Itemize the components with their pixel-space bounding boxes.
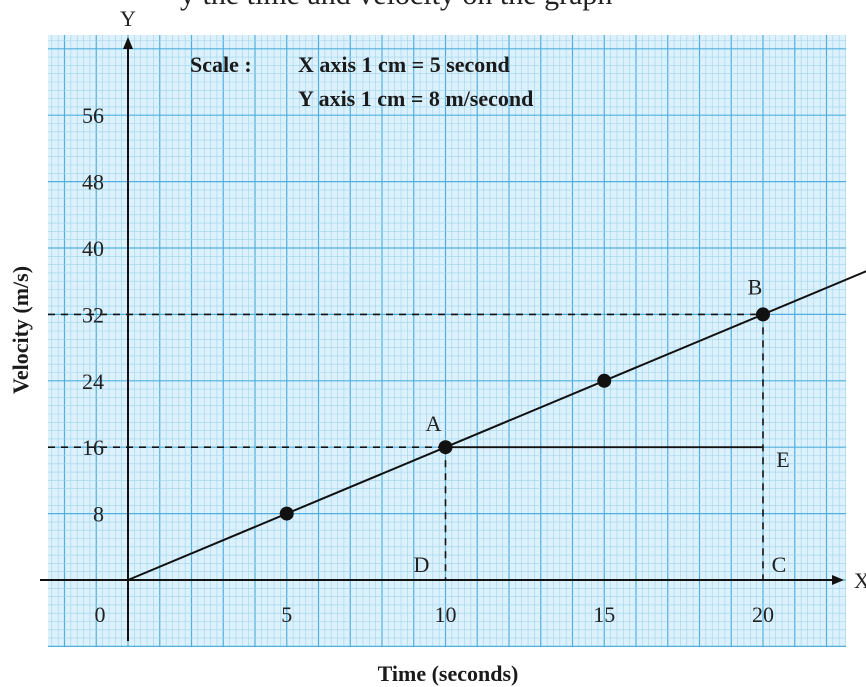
tick-labels: 51015202530354081624324048560 <box>82 103 774 627</box>
point-label-e: E <box>776 447 789 472</box>
data-point <box>597 373 612 388</box>
x-tick-label: 5 <box>281 602 292 627</box>
page-caption: y the time and velocity on the graph <box>180 0 612 12</box>
point-label-c: C <box>772 552 787 577</box>
scale-x: X axis 1 cm = 5 second <box>298 52 510 77</box>
chart-titles: Y X Scale : X axis 1 cm = 5 second Y axis 1 … <box>8 6 866 686</box>
y-tick-label: 24 <box>82 369 104 394</box>
scale-y: Y axis 1 cm = 8 m/second <box>298 86 533 111</box>
scale-label: Scale : <box>190 52 252 77</box>
graph-paper-grid <box>48 35 846 648</box>
y-tick-label: 32 <box>82 302 104 327</box>
data-series <box>127 270 866 581</box>
y-axis-name: Y <box>120 6 136 31</box>
x-tick-label: 10 <box>435 602 457 627</box>
y-axis-title: Velocity (m/s) <box>8 266 33 394</box>
point-labels: A B C D E <box>414 274 790 577</box>
velocity-line <box>127 270 866 581</box>
data-point <box>756 307 770 322</box>
x-tick-label: 20 <box>752 602 774 627</box>
y-tick-label: 16 <box>82 435 104 460</box>
axes <box>40 37 844 641</box>
guide-lines <box>48 313 764 580</box>
y-tick-label: 56 <box>82 103 104 128</box>
y-tick-label: 40 <box>82 236 104 261</box>
y-tick-label: 48 <box>82 170 104 195</box>
data-point <box>438 440 453 455</box>
data-point <box>279 506 294 521</box>
x-axis-title: Time (seconds) <box>378 661 519 686</box>
point-label-a: A <box>426 411 442 436</box>
y-tick-label: 8 <box>93 502 104 527</box>
x-axis-name: X <box>854 568 866 593</box>
point-label-d: D <box>414 552 430 577</box>
point-label-b: B <box>748 274 763 299</box>
page-caption-strip: y the time and velocity on the graph <box>0 0 866 22</box>
x-tick-label: 15 <box>593 602 615 627</box>
origin-label: 0 <box>95 602 106 627</box>
graph-paper-background <box>48 35 846 647</box>
